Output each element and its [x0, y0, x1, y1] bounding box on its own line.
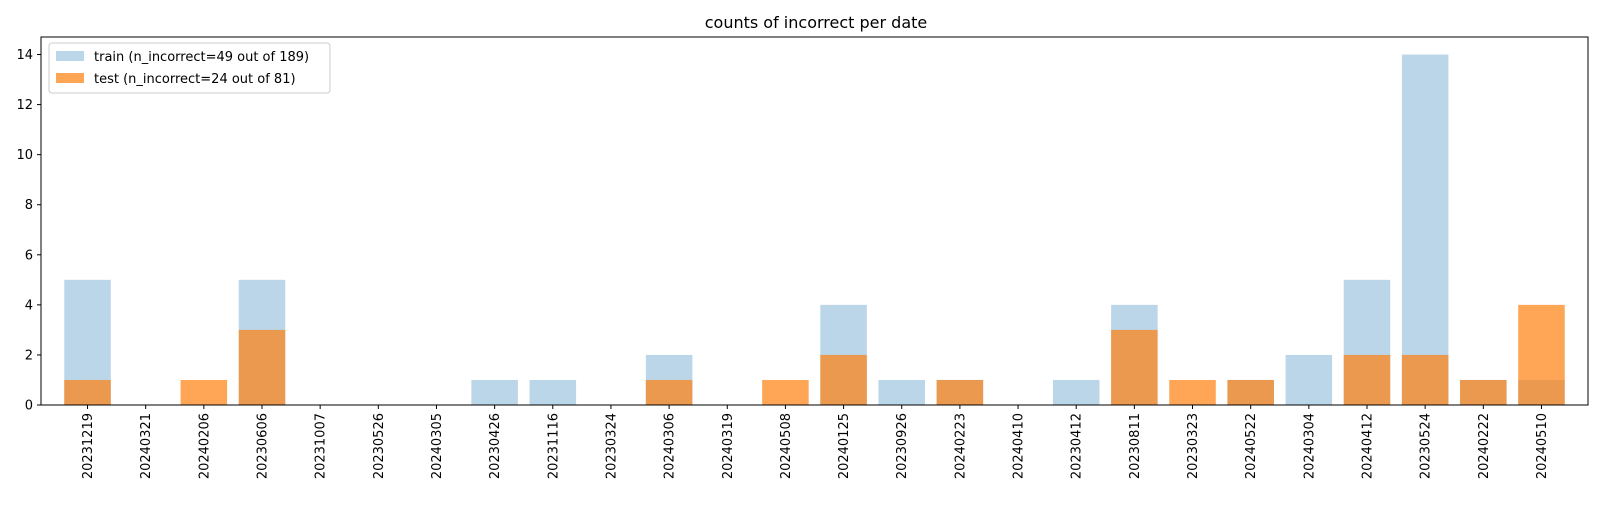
bar-train-20230926	[878, 379, 925, 405]
x-tick-label-20230811: 20230811	[1128, 413, 1143, 479]
legend-swatch-test	[56, 73, 84, 83]
x-tick-label-20240222: 20240222	[1477, 413, 1492, 479]
bar-test-20240306	[645, 379, 693, 405]
x-tick-label-20240319: 20240319	[721, 413, 736, 479]
bar-test-20230323	[1169, 379, 1216, 405]
y-tick-label-10: 10	[16, 148, 33, 163]
bar-train-20230524	[1401, 54, 1449, 406]
x-tick-label-20240508: 20240508	[779, 413, 794, 479]
x-tick-label-20231219: 20231219	[81, 413, 96, 479]
bar-test-20240412	[1343, 354, 1391, 405]
plot-frame	[40, 36, 1589, 406]
legend-label-train: train (n_incorrect=49 out of 189)	[94, 50, 309, 65]
x-tick-label-20240305: 20240305	[430, 413, 445, 479]
bar-test-20240522	[1227, 379, 1274, 405]
x-tick-label-20240223: 20240223	[953, 413, 968, 479]
x-tick-label-20230524: 20230524	[1419, 413, 1434, 479]
x-tick-label-20240412: 20240412	[1361, 413, 1376, 479]
x-tick-label-20240510: 20240510	[1535, 413, 1550, 479]
bar-test-20240510	[1518, 304, 1565, 405]
y-tick-label-6: 6	[25, 248, 33, 263]
x-tick-label-20230323: 20230323	[1186, 413, 1201, 479]
x-tick-label-20240206: 20240206	[197, 413, 212, 479]
bar-test-20230811	[1111, 329, 1158, 405]
x-tick-label-20230606: 20230606	[256, 413, 271, 479]
x-tick-label-20240125: 20240125	[837, 413, 852, 479]
bar-train-20231116	[529, 379, 577, 405]
bar-test-20230524	[1401, 354, 1449, 405]
y-tick-label-2: 2	[25, 348, 33, 363]
y-tick-label-4: 4	[25, 298, 33, 313]
bar-test-20240206	[180, 379, 228, 405]
x-tick-label-20240410: 20240410	[1012, 413, 1027, 479]
bar-test-20230606	[238, 329, 286, 405]
y-tick-label-0: 0	[25, 399, 33, 414]
y-tick-label-8: 8	[25, 198, 33, 213]
legend: train (n_incorrect=49 out of 189) test (…	[48, 42, 331, 94]
bar-test-20240508	[762, 379, 809, 405]
x-tick-label-20230926: 20230926	[895, 413, 910, 479]
bar-train-20230412	[1052, 379, 1100, 405]
chart-title: counts of incorrect per date	[705, 13, 928, 32]
y-axis: 0 2 4 6 8 10 12 14	[16, 48, 41, 414]
y-tick-label-12: 12	[16, 98, 33, 113]
x-tick-label-20231007: 20231007	[314, 413, 329, 479]
bar-test-20231219	[64, 379, 111, 405]
bar-test-20240223	[936, 379, 984, 405]
legend-box	[48, 42, 331, 94]
bar-train-20230426	[471, 379, 518, 405]
bar-test-20240222	[1460, 379, 1507, 405]
x-tick-label-20240522: 20240522	[1244, 413, 1259, 479]
x-axis: 20231219 20240321 20240206 20230606 20231007…	[81, 405, 1550, 479]
x-tick-label-20230426: 20230426	[488, 413, 503, 479]
bars-layer	[64, 54, 1565, 406]
y-tick-label-14: 14	[16, 48, 33, 63]
x-tick-label-20240321: 20240321	[139, 413, 154, 479]
bar-train-20240304	[1285, 354, 1333, 405]
x-tick-label-20240304: 20240304	[1302, 413, 1317, 479]
x-tick-label-20240306: 20240306	[663, 413, 678, 479]
x-tick-label-20230412: 20230412	[1070, 413, 1085, 479]
x-tick-label-20231116: 20231116	[546, 413, 561, 479]
x-tick-label-20230526: 20230526	[372, 413, 387, 479]
legend-swatch-train	[56, 51, 84, 61]
x-tick-label-20230324: 20230324	[604, 413, 619, 479]
bar-test-20240125	[820, 354, 867, 405]
legend-label-test: test (n_incorrect=24 out of 81)	[94, 72, 296, 87]
